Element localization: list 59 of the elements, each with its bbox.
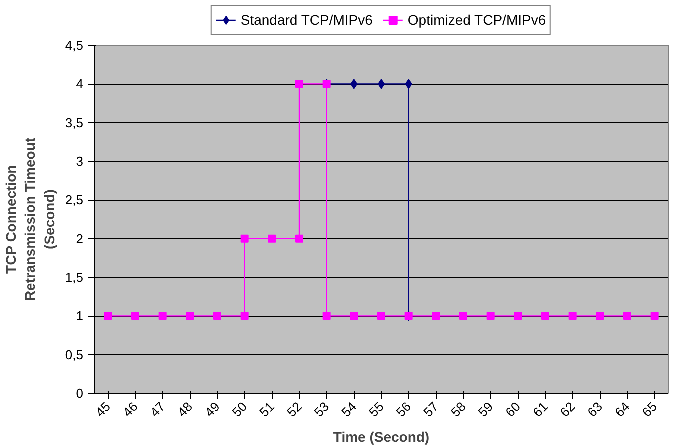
point xyxy=(460,312,468,320)
y-tick-label: 3 xyxy=(76,154,84,169)
x-tick-label: 53 xyxy=(311,399,332,420)
point xyxy=(378,312,386,320)
point xyxy=(296,234,304,243)
point xyxy=(624,312,632,320)
point xyxy=(596,312,604,320)
x-tick-label: 65 xyxy=(639,399,660,420)
x-tick-label: 51 xyxy=(256,399,278,420)
point xyxy=(405,79,412,90)
x-tick-label: 64 xyxy=(612,399,633,420)
point xyxy=(350,312,358,320)
point xyxy=(214,312,222,320)
x-tick-label: 48 xyxy=(174,399,196,420)
x-tick-label: 59 xyxy=(475,399,496,420)
x-tick-label: 58 xyxy=(448,399,469,420)
y-tick-label: 1,5 xyxy=(65,270,84,285)
point xyxy=(322,312,331,320)
y-tick-label: 3,5 xyxy=(65,115,84,130)
y-tick-label: 0 xyxy=(76,386,84,401)
point xyxy=(350,79,358,90)
point xyxy=(186,312,194,320)
point xyxy=(158,312,167,320)
x-tick-label: 56 xyxy=(393,399,414,420)
y-tick-label: 2,5 xyxy=(65,192,84,208)
point xyxy=(514,312,522,320)
x-tick-label: 46 xyxy=(120,399,141,420)
x-tick-label: 62 xyxy=(557,399,578,420)
x-tick-label: 61 xyxy=(530,399,551,420)
point xyxy=(542,312,550,320)
legend-label: Optimized TCP/MIPv6 xyxy=(408,12,546,28)
x-tick-label: 63 xyxy=(584,399,606,420)
y-axis-title: TCP Connection Retransmission Timeout (Second) xyxy=(3,138,58,302)
point xyxy=(268,234,276,243)
y-tick-label: 4 xyxy=(76,76,84,92)
point xyxy=(296,80,304,88)
x-tick-label: 45 xyxy=(92,399,114,420)
point xyxy=(132,312,140,320)
x-tick-label: 52 xyxy=(284,399,305,420)
y-tick-label: 2 xyxy=(76,231,84,246)
x-tick-label: 60 xyxy=(502,399,524,420)
y-tick-label: 4,5 xyxy=(65,38,84,53)
x-tick-label: 57 xyxy=(420,399,442,420)
point xyxy=(568,312,577,320)
point xyxy=(432,312,440,320)
x-axis-title: Time (Second) xyxy=(333,429,430,446)
x-tick-label: 47 xyxy=(147,399,168,420)
x-tick-label: 54 xyxy=(338,399,360,420)
point xyxy=(240,234,249,243)
y-tick-label: 1 xyxy=(76,308,84,324)
x-tick-label: 50 xyxy=(229,399,250,420)
point xyxy=(486,312,495,320)
point xyxy=(104,312,112,320)
x-tick-label: 49 xyxy=(202,399,223,420)
x-tick-label: 55 xyxy=(366,399,387,420)
point xyxy=(650,312,659,320)
legend-label: Standard TCP/MIPv6 xyxy=(240,12,373,28)
y-tick-label: 0,5 xyxy=(65,347,84,362)
point xyxy=(240,312,249,320)
